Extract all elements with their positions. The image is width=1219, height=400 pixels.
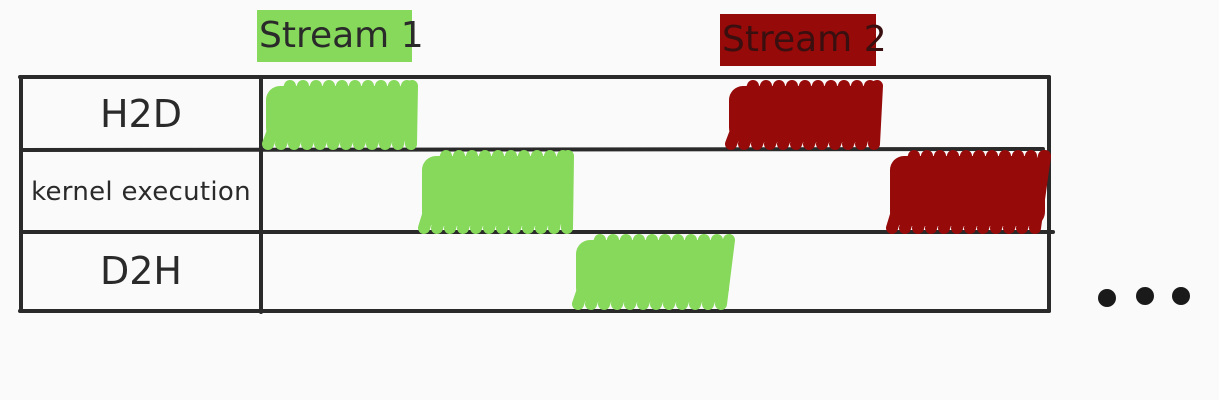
block-stream-2-h2d [725,80,883,150]
row-label-kernel-execution: kernel execution [31,177,251,207]
ellipsis-icon [1098,287,1190,307]
transfer-blocks [262,80,1051,310]
row-label-d2h: D2H [99,249,182,293]
block-stream-1-d2h [572,234,735,310]
row-label-h2d: H2D [99,92,182,136]
block-stream-1-kernel-execution [418,150,574,234]
block-stream-2-kernel-execution [886,150,1051,234]
legend-stream-1: Stream 1 [257,10,424,62]
block-stream-1-h2d [262,80,418,150]
legend-stream-2: Stream 2 [720,14,887,66]
